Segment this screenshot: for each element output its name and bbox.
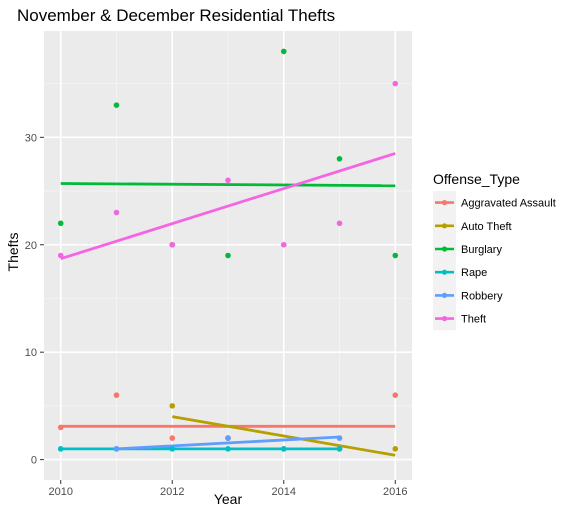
point-aggravated-assault: [57, 424, 64, 431]
legend-key-point: [441, 200, 448, 206]
legend-key-point: [441, 246, 448, 252]
point-burglary: [225, 252, 231, 259]
point-robbery: [225, 435, 231, 441]
point-theft: [57, 252, 64, 259]
point-auto-theft: [392, 446, 399, 452]
trend-lines: [60, 152, 396, 457]
legend-item-auto-theft: Auto Theft: [433, 214, 512, 238]
legend-key-point: [441, 223, 448, 229]
trend-line-robbery: [116, 435, 340, 451]
legend-title: Offense_Type: [433, 171, 520, 187]
legend-label: Rape: [461, 267, 487, 279]
trend-line-burglary: [60, 182, 396, 188]
point-burglary: [336, 156, 343, 162]
point-burglary: [392, 252, 399, 259]
point-auto-theft: [169, 403, 176, 409]
legend-label: Burglary: [461, 244, 502, 256]
legend-item-robbery: Robbery: [433, 283, 503, 307]
point-aggravated-assault: [392, 392, 399, 398]
point-theft: [336, 220, 343, 227]
x-tick-label: 2010: [48, 486, 72, 498]
point-rape: [336, 446, 343, 452]
point-burglary: [280, 48, 287, 55]
y-tick-label: 0: [31, 455, 37, 467]
point-burglary: [57, 220, 64, 227]
y-axis-ticks: 0 10 20 30: [25, 132, 44, 467]
y-axis-title: Thefts: [5, 233, 21, 272]
legend-label: Theft: [461, 314, 486, 326]
legend-label: Aggravated Assault: [461, 198, 556, 210]
y-tick-label: 30: [25, 132, 37, 144]
point-aggravated-assault: [113, 392, 120, 398]
x-axis-title: Year: [214, 491, 243, 507]
point-theft: [280, 241, 287, 248]
legend-item-theft: Theft: [433, 307, 486, 331]
chart-title: November & December Residential Thefts: [17, 6, 335, 25]
legend-label: Auto Theft: [461, 221, 512, 233]
legend-key-point: [441, 292, 448, 298]
point-rape: [225, 446, 231, 452]
legend-item-aggravated-assault: Aggravated Assault: [433, 191, 556, 215]
point-robbery: [113, 446, 120, 452]
point-rape: [280, 446, 287, 452]
y-tick-label: 20: [25, 240, 37, 252]
point-theft: [113, 209, 120, 216]
point-theft: [392, 80, 399, 87]
legend-item-rape: Rape: [433, 260, 487, 284]
legend-item-burglary: Burglary: [433, 237, 502, 261]
x-axis-ticks: 2010 2012 2014 2016: [48, 480, 408, 498]
trend-line-auto-theft: [172, 415, 396, 457]
point-rape: [169, 446, 176, 452]
point-aggravated-assault: [169, 435, 176, 441]
data-points: [57, 48, 399, 452]
point-burglary: [113, 102, 120, 108]
legend-key-point: [441, 316, 448, 322]
point-theft: [169, 241, 176, 248]
legend: Offense_Type Aggravated Assault Auto Thef…: [433, 171, 556, 331]
x-tick-label: 2012: [160, 486, 184, 498]
trend-line-theft: [60, 152, 396, 261]
point-theft: [225, 177, 231, 184]
x-tick-label: 2016: [383, 486, 407, 498]
point-robbery: [336, 435, 343, 441]
y-tick-label: 10: [25, 347, 37, 359]
point-rape: [57, 446, 64, 452]
x-tick-label: 2014: [272, 486, 296, 498]
legend-label: Robbery: [461, 290, 503, 302]
legend-key-point: [441, 269, 448, 275]
